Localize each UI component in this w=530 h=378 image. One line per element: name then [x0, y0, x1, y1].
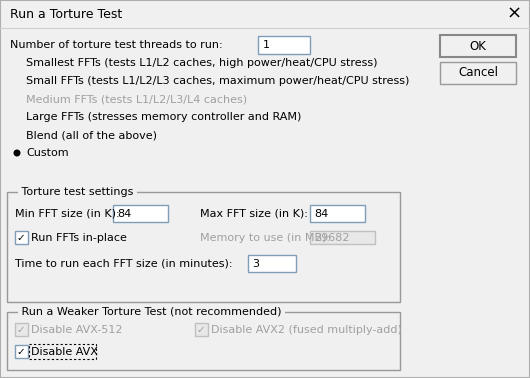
Bar: [440, 35, 516, 57]
Text: Memory to use (in MB):: Memory to use (in MB):: [200, 233, 330, 243]
Text: Large FFTs (stresses memory controller and RAM): Large FFTs (stresses memory controller a…: [26, 112, 302, 122]
Text: Blend (all of the above): Blend (all of the above): [26, 130, 157, 140]
Text: Cancel: Cancel: [458, 67, 498, 79]
Text: ✓: ✓: [16, 347, 25, 357]
Text: Disable AVX: Disable AVX: [31, 347, 98, 357]
Bar: [248, 255, 296, 272]
Text: ✓: ✓: [16, 325, 25, 335]
Text: Small FFTs (tests L1/L2/L3 caches, maximum power/heat/CPU stress): Small FFTs (tests L1/L2/L3 caches, maxim…: [26, 76, 409, 86]
Circle shape: [14, 150, 20, 156]
Bar: [29, 344, 96, 359]
Text: Time to run each FFT size (in minutes):: Time to run each FFT size (in minutes):: [15, 259, 233, 269]
Text: Max FFT size (in K):: Max FFT size (in K):: [200, 209, 308, 219]
Text: Medium FFTs (tests L1/L2/L3/L4 caches): Medium FFTs (tests L1/L2/L3/L4 caches): [26, 94, 247, 104]
Bar: [195, 323, 208, 336]
Bar: [440, 62, 516, 84]
Text: Disable AVX2 (fused multiply-add): Disable AVX2 (fused multiply-add): [211, 325, 402, 335]
Bar: [113, 205, 168, 222]
Bar: [15, 231, 28, 244]
Bar: [15, 323, 28, 336]
Text: 1: 1: [263, 40, 270, 50]
Text: Run a Torture Test: Run a Torture Test: [10, 8, 122, 20]
Text: Run a Weaker Torture Test (not recommended): Run a Weaker Torture Test (not recommend…: [18, 307, 285, 317]
Text: Number of torture test threads to run:: Number of torture test threads to run:: [10, 40, 223, 50]
Bar: [258, 36, 310, 54]
Text: 29682: 29682: [314, 233, 349, 243]
Bar: [310, 205, 365, 222]
Text: ✓: ✓: [16, 233, 25, 243]
Text: ×: ×: [507, 5, 522, 23]
Text: Smallest FFTs (tests L1/L2 caches, high power/heat/CPU stress): Smallest FFTs (tests L1/L2 caches, high …: [26, 58, 377, 68]
Text: Torture test settings: Torture test settings: [18, 187, 137, 197]
Text: Disable AVX-512: Disable AVX-512: [31, 325, 122, 335]
Text: Run FFTs in-place: Run FFTs in-place: [31, 233, 127, 243]
Text: Min FFT size (in K):: Min FFT size (in K):: [15, 209, 120, 219]
Text: Custom: Custom: [26, 148, 68, 158]
Bar: [7, 192, 400, 302]
Bar: [15, 345, 28, 358]
Text: 3: 3: [252, 259, 259, 269]
Bar: [7, 312, 400, 370]
Text: 84: 84: [314, 209, 328, 219]
Bar: [310, 231, 375, 244]
Text: ✓: ✓: [196, 325, 205, 335]
Text: 84: 84: [117, 209, 131, 219]
Text: OK: OK: [470, 39, 487, 53]
